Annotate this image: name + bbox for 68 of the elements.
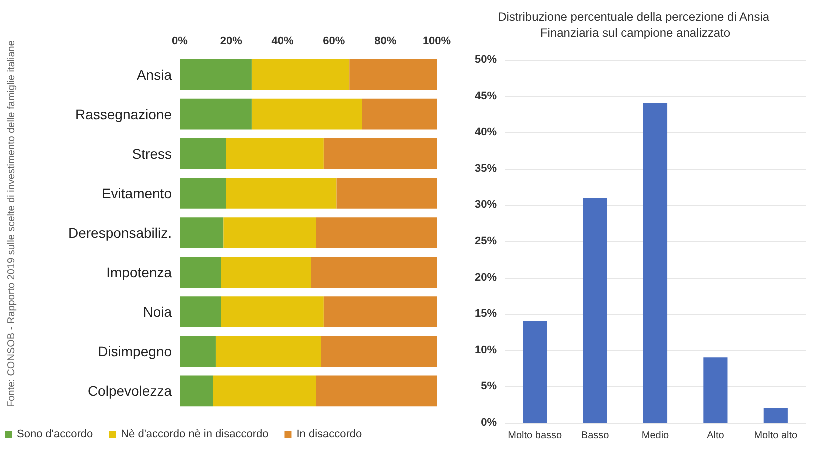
y-tick-label: 45% (474, 90, 498, 102)
bar (180, 296, 222, 328)
bar (316, 376, 437, 407)
bar (224, 218, 316, 248)
bar (180, 178, 226, 209)
bar (324, 138, 437, 170)
y-tick-label: Rassegnazione (75, 106, 172, 122)
y-tick-label: 10% (474, 344, 498, 356)
bar (226, 178, 337, 209)
bar (180, 59, 252, 90)
bar (764, 408, 788, 423)
y-tick-label: 15% (474, 308, 498, 320)
y-tick-label: Ansia (136, 66, 172, 83)
legend-label: Nè d'accordo nè in disaccordo (121, 428, 269, 440)
bar (252, 98, 362, 130)
bar (216, 336, 322, 368)
bar (311, 257, 437, 288)
x-tick-label: 20% (220, 36, 243, 48)
y-tick-label: Impotenza (106, 264, 172, 281)
x-tick-label: Molto alto (754, 430, 798, 442)
bar (643, 104, 668, 423)
x-tick-label: 60% (323, 36, 346, 48)
bar (221, 257, 312, 288)
bar (350, 59, 437, 90)
bar (336, 178, 437, 209)
y-tick-label: Deresponsabiliz. (68, 225, 172, 241)
y-tick-label: 40% (474, 126, 498, 139)
y-tick-label: 50% (474, 54, 498, 66)
bar (180, 138, 226, 170)
bar (523, 321, 548, 423)
bar (583, 198, 608, 423)
legend-label: Sono d'accordo (17, 428, 94, 440)
y-tick-label: Colpevolezza (88, 383, 172, 400)
y-tick-label: Stress (132, 146, 172, 162)
x-tick-label: 100% (422, 36, 452, 48)
bar (180, 218, 224, 248)
bar (252, 59, 350, 90)
x-tick-label: 0% (172, 36, 188, 48)
bar (321, 336, 437, 368)
bar (226, 138, 324, 170)
bar (213, 376, 316, 407)
y-tick-label: Disimpegno (98, 344, 172, 360)
x-tick-label: Molto basso (508, 430, 562, 442)
x-tick-label: 40% (272, 36, 294, 48)
y-tick-label: 0% (481, 417, 498, 429)
y-tick-label: 35% (474, 162, 498, 175)
bar (221, 296, 324, 328)
x-tick-label: 80% (374, 36, 397, 48)
bar (362, 98, 437, 130)
bar (180, 98, 252, 130)
bar (180, 257, 222, 288)
bar (180, 376, 214, 407)
y-tick-label: 25% (474, 236, 498, 248)
y-tick-label: 20% (474, 272, 498, 284)
y-tick-label: 30% (474, 199, 498, 212)
bar (316, 218, 437, 248)
y-tick-label: Noia (143, 304, 172, 320)
chart-title: Distribuzione percentuale della percezione di Ansia Finanziaria sul campione analizzato (498, 10, 773, 40)
legend-label: In disaccordo (296, 428, 362, 440)
bar (704, 358, 728, 423)
x-tick-label: Medio (642, 430, 670, 442)
y-tick-label: 5% (481, 380, 498, 393)
source-note: Fonte: CONSOB - Rapporto 2019 sulle scelte di investimento delle famiglie italiane (6, 40, 18, 408)
y-tick-label: Evitamento (102, 185, 172, 202)
x-tick-label: Alto (707, 430, 725, 442)
x-tick-label: Basso (581, 430, 610, 442)
bar (180, 336, 216, 368)
bar (324, 296, 437, 328)
